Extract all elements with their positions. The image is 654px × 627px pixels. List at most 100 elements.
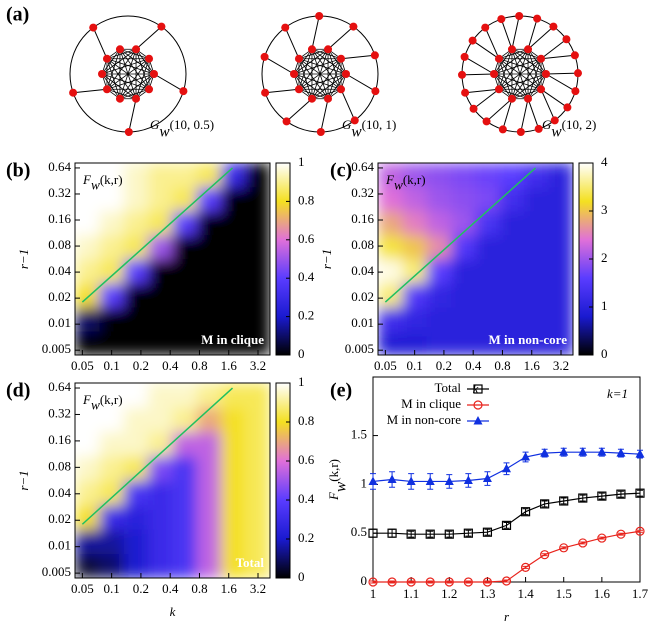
heat-cell bbox=[123, 431, 149, 457]
x-tick-label: 1.5 bbox=[556, 586, 572, 601]
heat-cell bbox=[378, 306, 403, 332]
heat-cell bbox=[426, 258, 452, 284]
outer-node bbox=[497, 15, 506, 24]
heat-cell bbox=[245, 407, 270, 433]
error-bar bbox=[522, 565, 529, 569]
colorbar-tick-label: 0 bbox=[298, 346, 305, 361]
clique-edge bbox=[327, 49, 342, 90]
spoke-edge bbox=[465, 88, 500, 94]
colorbar-tick-label: 0.2 bbox=[298, 530, 314, 545]
heat-cell bbox=[148, 431, 173, 457]
clique-edge bbox=[311, 73, 347, 100]
clique-edge bbox=[311, 48, 347, 75]
spoke-edge bbox=[520, 98, 529, 133]
heat-cell bbox=[75, 383, 100, 408]
y-tick-label: 0.02 bbox=[48, 511, 71, 526]
outer-node bbox=[157, 22, 166, 31]
clique-node bbox=[102, 85, 111, 94]
clique-edge bbox=[498, 58, 542, 90]
heat-cell bbox=[196, 282, 222, 308]
clique-edge bbox=[101, 49, 121, 75]
graph-label-main: G bbox=[542, 117, 552, 132]
marker bbox=[473, 400, 483, 410]
heat-cell bbox=[245, 186, 270, 212]
marker bbox=[406, 577, 416, 587]
outer-node bbox=[315, 12, 324, 21]
error-bar bbox=[484, 528, 491, 536]
clique-edge bbox=[119, 73, 155, 100]
annotation-main: F bbox=[385, 172, 395, 187]
heat-cell bbox=[220, 331, 246, 355]
marker bbox=[444, 529, 454, 539]
outer-node bbox=[533, 14, 542, 23]
heat-cell bbox=[220, 306, 246, 332]
error-bar bbox=[522, 508, 529, 516]
x-tick-label: 0.2 bbox=[133, 358, 149, 373]
heat-cell bbox=[196, 431, 222, 457]
clique-node bbox=[507, 45, 516, 54]
y-axis-label-rest: (k,r) bbox=[326, 459, 341, 482]
graph-label: Gw(10, 1) bbox=[342, 117, 396, 140]
x-tick-label: 3.2 bbox=[250, 581, 266, 596]
marker bbox=[520, 507, 531, 517]
x-tick-label: 0.4 bbox=[162, 581, 179, 596]
error-bar bbox=[389, 580, 396, 584]
marker bbox=[444, 577, 454, 587]
colorbar-tick-label: 0.8 bbox=[298, 192, 314, 207]
marker bbox=[463, 528, 473, 538]
x-tick-label: 1 bbox=[370, 586, 377, 601]
heat-cell bbox=[426, 331, 452, 355]
heat-cell bbox=[245, 234, 270, 260]
heat-cell bbox=[75, 553, 100, 578]
x-tick-label: 0.1 bbox=[407, 358, 423, 373]
colorbar bbox=[275, 162, 291, 356]
heat-cell bbox=[99, 480, 125, 506]
heat-cell bbox=[548, 331, 573, 355]
heat-cell bbox=[245, 480, 270, 506]
annotation-sub: w bbox=[91, 178, 100, 193]
y-axis-label-sub: w bbox=[332, 481, 349, 492]
spoke-edge bbox=[340, 54, 375, 60]
y-axis-label: r−1 bbox=[16, 470, 31, 490]
spoke-edge bbox=[464, 56, 495, 75]
boundary-line bbox=[81, 167, 234, 303]
heat-cell bbox=[196, 480, 222, 506]
y-tick-label: 0.04 bbox=[48, 263, 71, 278]
clique-edge bbox=[527, 58, 542, 99]
panel-label: (b) bbox=[6, 160, 30, 182]
clique-node bbox=[537, 85, 546, 94]
outer-node bbox=[260, 52, 269, 61]
error-bar bbox=[446, 580, 453, 584]
outer-node bbox=[179, 87, 188, 96]
graph-label-sub: w bbox=[551, 123, 562, 140]
marker bbox=[387, 528, 397, 538]
outer-node bbox=[316, 127, 325, 136]
heat-cell bbox=[99, 163, 125, 188]
x-tick-label: 1.6 bbox=[594, 586, 611, 601]
colorbar-tick-label: 0 bbox=[298, 569, 305, 584]
clique-node bbox=[337, 85, 346, 94]
heat-cell bbox=[402, 234, 428, 260]
heat-cell bbox=[378, 210, 403, 236]
heat-cell bbox=[148, 455, 173, 481]
heat-cell bbox=[148, 383, 173, 408]
plot-frame bbox=[74, 382, 271, 579]
heat-cell bbox=[378, 258, 403, 284]
heatmap-cells bbox=[378, 163, 573, 355]
outer-node bbox=[458, 70, 467, 79]
outer-node bbox=[516, 127, 525, 136]
heat-cell bbox=[475, 306, 501, 332]
clique-edge bbox=[101, 48, 137, 75]
marker bbox=[425, 577, 435, 587]
spoke-edge bbox=[286, 98, 313, 122]
x-tick-label: 0.4 bbox=[162, 358, 179, 373]
marker bbox=[387, 577, 397, 587]
heat-cell bbox=[123, 163, 149, 188]
heat-cell bbox=[196, 186, 222, 212]
heat-cell bbox=[123, 210, 149, 236]
clique-edge bbox=[298, 58, 313, 99]
heat-cell bbox=[245, 210, 270, 236]
heat-cell bbox=[523, 234, 549, 260]
outer-node bbox=[370, 51, 379, 60]
